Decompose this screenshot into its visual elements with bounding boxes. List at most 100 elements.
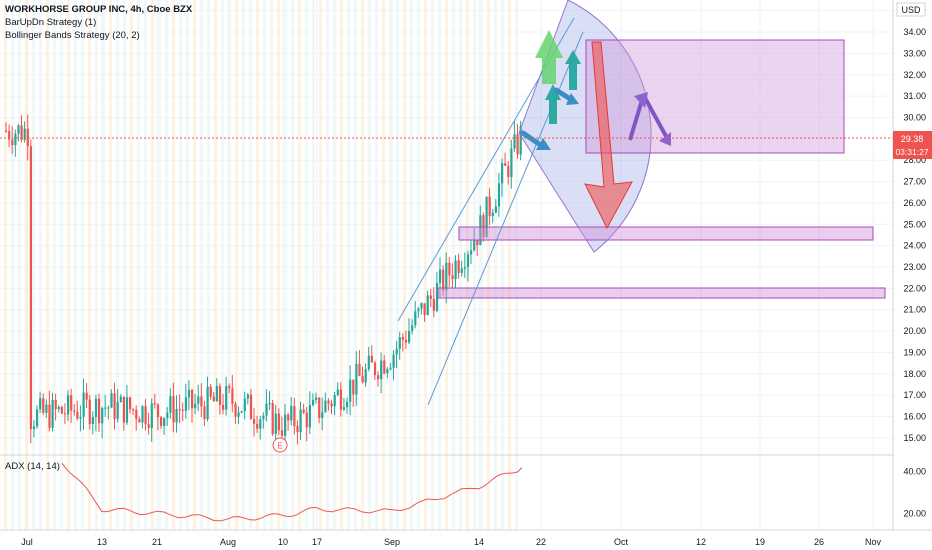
price-tick: 17.00 (903, 390, 926, 400)
time-label: 12 (696, 537, 706, 547)
session-stripe (200, 0, 203, 530)
up-arrow-teal-1 (545, 84, 561, 124)
time-label: Nov (865, 537, 882, 547)
candle-body (79, 416, 82, 419)
symbol-title[interactable]: WORKHORSE GROUP INC, 4h, Cboe BZX (5, 4, 193, 15)
time-label: 14 (474, 537, 484, 547)
candle-body (327, 400, 330, 404)
time-axis-labels: Jul 13 21 Aug 10 17 Sep 14 22 Oct 12 19 26 Nov (21, 537, 881, 547)
candle-body (153, 403, 156, 405)
candle-body (383, 360, 386, 374)
session-stripe (207, 0, 210, 530)
session-stripe (515, 0, 518, 530)
session-stripe (291, 0, 294, 530)
drawings[interactable] (397, 0, 886, 406)
session-stripe (382, 0, 385, 530)
time-label: 21 (152, 537, 162, 547)
candle-body (293, 406, 296, 427)
candle-body (73, 410, 76, 412)
candle-body (315, 397, 318, 400)
indicator-bollinger[interactable]: Bollinger Bands Strategy (20, 2) (5, 30, 140, 41)
session-stripe (74, 0, 77, 530)
session-stripe (67, 0, 70, 530)
session-stripe (235, 0, 238, 530)
session-stripe (459, 0, 462, 530)
session-stripe (340, 0, 343, 530)
candle-body (144, 406, 147, 425)
price-tick: 18.00 (903, 369, 926, 379)
candle-body (26, 128, 29, 147)
candle-body (414, 311, 417, 326)
candle-body (277, 413, 280, 431)
candle-body (389, 367, 392, 370)
candle-body (215, 385, 218, 402)
candle-body (203, 406, 206, 420)
candle-body (5, 130, 8, 132)
candle-body (206, 386, 209, 420)
candle-body (516, 134, 519, 155)
session-stripe (144, 0, 147, 530)
indicator-barupdn[interactable]: BarUpDn Strategy (1) (5, 17, 97, 28)
adx-tick: 20.00 (903, 508, 926, 518)
time-label: Jul (21, 537, 33, 547)
candle-body (336, 389, 339, 396)
session-stripe (354, 0, 357, 530)
candle-body (181, 409, 184, 411)
candle-body (54, 399, 57, 410)
candle-body (355, 363, 358, 395)
candle-body (240, 411, 243, 413)
session-stripe (249, 0, 252, 530)
session-stripe (25, 0, 28, 530)
candle-body (442, 269, 445, 291)
session-stripe (221, 0, 224, 530)
earnings-marker[interactable]: E (272, 437, 288, 453)
candle-body (70, 395, 73, 411)
session-stripe (298, 0, 301, 530)
candle-body (287, 414, 290, 421)
session-stripe (130, 0, 133, 530)
candle-body (197, 396, 200, 404)
session-stripe (263, 0, 266, 530)
candle-body (358, 363, 361, 376)
adx-series (61, 462, 523, 522)
price-tick: 28.00 (903, 155, 926, 165)
session-stripe (123, 0, 126, 530)
price-tick: 26.00 (903, 198, 926, 208)
session-stripe (53, 0, 56, 530)
candle-body (138, 418, 141, 423)
candle-body (454, 260, 457, 280)
session-stripe (18, 0, 21, 530)
price-tick: 34.00 (903, 27, 926, 37)
candle-body (352, 379, 355, 395)
up-arrow-large (535, 30, 563, 84)
candle-body (482, 215, 485, 238)
candle-body (218, 385, 222, 405)
session-stripe (214, 0, 217, 530)
candle-body (169, 396, 172, 413)
candle-body (435, 283, 439, 311)
candle-body (91, 417, 94, 425)
candle-body (194, 403, 197, 409)
session-stripe (137, 0, 140, 530)
candle-body (209, 386, 212, 397)
candle-body (262, 415, 265, 420)
down-arrow (584, 41, 633, 230)
session-stripe (480, 0, 483, 530)
candle-body (339, 389, 342, 410)
candle-body (268, 403, 271, 405)
candle-body (349, 379, 352, 402)
price-axis[interactable] (893, 0, 932, 530)
candle-body (63, 413, 67, 415)
candle-body (305, 412, 308, 428)
candle-body (507, 165, 510, 178)
adx-indicator-label[interactable]: ADX (14, 14) (5, 461, 60, 472)
candle-body (411, 325, 414, 332)
candle-body (377, 375, 380, 380)
price-tick: 32.00 (903, 70, 926, 80)
candle-body (94, 398, 98, 418)
candle-body (401, 337, 404, 340)
session-stripe (417, 0, 420, 530)
candle-body (237, 412, 240, 417)
candle-body (432, 298, 435, 311)
